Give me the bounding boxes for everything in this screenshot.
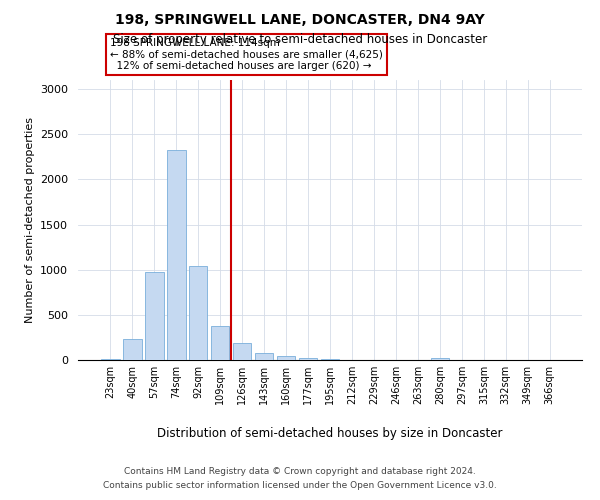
- Text: 198 SPRINGWELL LANE: 114sqm
← 88% of semi-detached houses are smaller (4,625)
  : 198 SPRINGWELL LANE: 114sqm ← 88% of sem…: [110, 38, 383, 71]
- Bar: [101, 358, 119, 360]
- Bar: [277, 356, 295, 360]
- Bar: [431, 358, 449, 360]
- Text: Contains public sector information licensed under the Open Government Licence v3: Contains public sector information licen…: [103, 481, 497, 490]
- Text: Contains HM Land Registry data © Crown copyright and database right 2024.: Contains HM Land Registry data © Crown c…: [124, 468, 476, 476]
- Bar: [255, 353, 274, 360]
- Text: 198, SPRINGWELL LANE, DONCASTER, DN4 9AY: 198, SPRINGWELL LANE, DONCASTER, DN4 9AY: [115, 12, 485, 26]
- Text: Size of property relative to semi-detached houses in Doncaster: Size of property relative to semi-detach…: [113, 32, 487, 46]
- Bar: [211, 326, 229, 360]
- Bar: [189, 266, 208, 360]
- Text: Distribution of semi-detached houses by size in Doncaster: Distribution of semi-detached houses by …: [157, 428, 503, 440]
- Bar: [233, 344, 251, 360]
- Bar: [123, 339, 142, 360]
- Bar: [320, 359, 340, 360]
- Bar: [167, 150, 185, 360]
- Bar: [145, 272, 164, 360]
- Bar: [299, 358, 317, 360]
- Y-axis label: Number of semi-detached properties: Number of semi-detached properties: [25, 117, 35, 323]
